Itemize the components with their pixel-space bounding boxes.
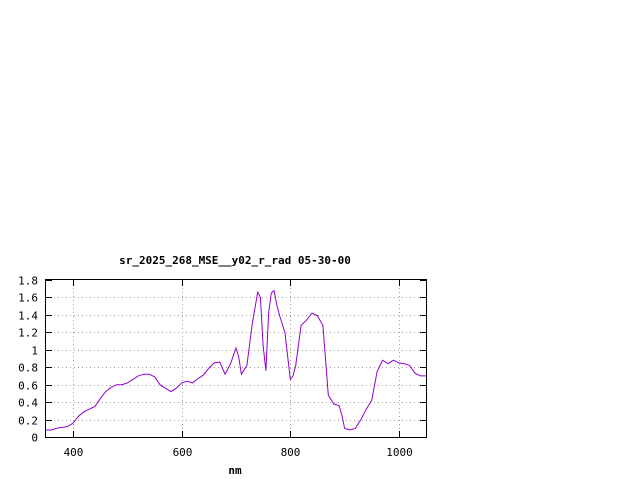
- x-tick-label: 1000: [386, 446, 413, 459]
- y-tick-label: 0.6: [18, 380, 38, 393]
- y-tick-label: 1: [31, 345, 38, 358]
- y-tick-label: 1.4: [18, 310, 38, 323]
- plot-frame: [45, 279, 427, 438]
- data-series-line: [46, 289, 426, 431]
- x-tick-label: 400: [64, 446, 84, 459]
- x-axis-label: nm: [228, 464, 242, 477]
- x-axis: 400 600 800 1000: [64, 280, 413, 459]
- chart-title: sr_2025_268_MSE__y02_r_rad 05-30-00: [119, 254, 351, 267]
- x-tick-label: 600: [173, 446, 193, 459]
- y-tick-label: 0: [31, 432, 38, 445]
- y-axis: 0 0.2 0.4 0.6 0.8 1 1.2 1.4 1.6 1.8: [18, 275, 426, 445]
- y-tick-label: 0.8: [18, 362, 38, 375]
- y-tick-label: 1.2: [18, 327, 38, 340]
- y-tick-label: 0.2: [18, 415, 38, 428]
- y-tick-label: 0.4: [18, 397, 38, 410]
- chart-grid: [46, 280, 426, 437]
- x-tick-label: 800: [281, 446, 301, 459]
- y-tick-label: 1.8: [18, 275, 38, 288]
- y-tick-label: 1.6: [18, 292, 38, 305]
